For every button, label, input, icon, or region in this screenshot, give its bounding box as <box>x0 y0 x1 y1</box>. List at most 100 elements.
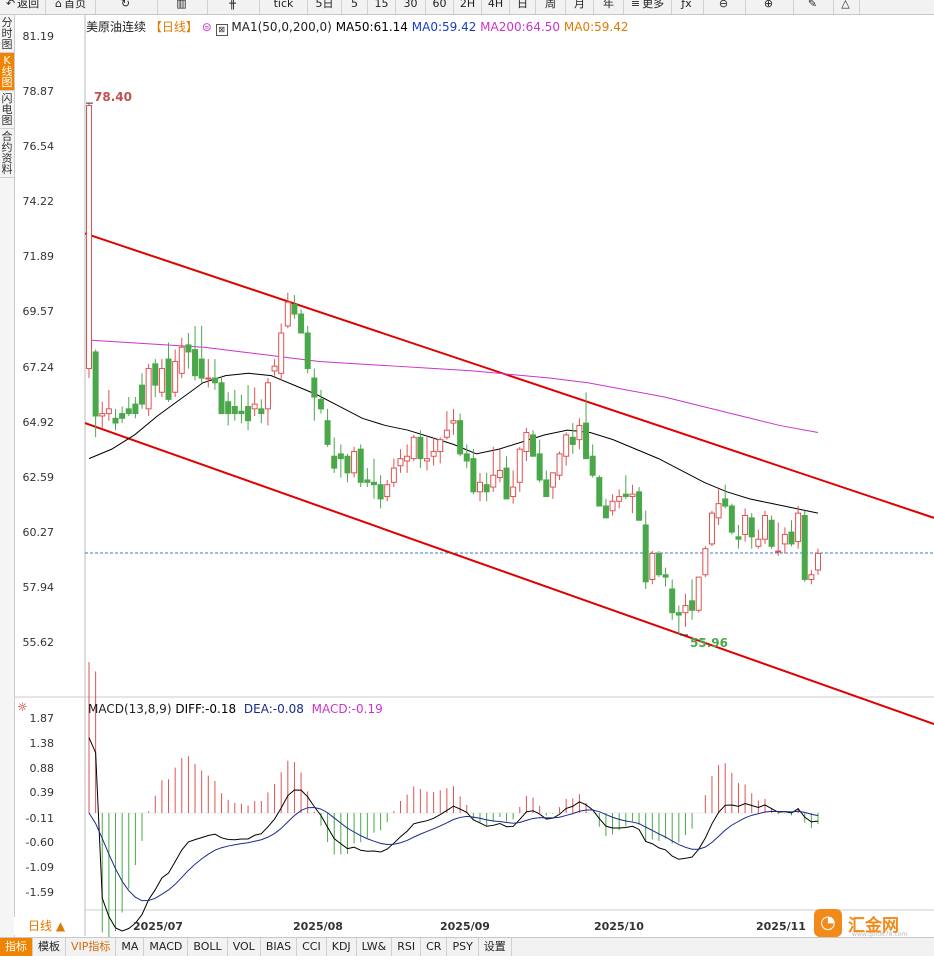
candle-body <box>788 531 795 545</box>
toolbar-item-triangle-icon[interactable]: △ <box>834 0 860 14</box>
indicator-tab[interactable]: RSI <box>392 938 422 956</box>
indicator-tab[interactable]: CR <box>421 938 448 956</box>
toolbar-item-pen-icon[interactable]: ✎ <box>794 0 834 14</box>
toolbar-item-返回[interactable]: ↶ 返回 <box>0 0 46 14</box>
indicator-tab[interactable]: LW& <box>357 938 393 956</box>
site-logo: ◔ 汇金网 <box>814 908 924 938</box>
ma-settings-icon[interactable]: ⊠ <box>215 24 228 36</box>
toolbar-item-60[interactable]: 60 <box>426 0 454 14</box>
toolbar-item-formula-icon[interactable]: ƒx <box>672 0 704 14</box>
candle-body <box>715 503 722 519</box>
indicator-tab[interactable]: KDJ <box>327 938 357 956</box>
toolbar: ↶ 返回 ⌂ 首页 ↻ ▥ ╫ tick 5日 5 15 30 60 2H 4H 日周月年 ≡ 更多 ƒx ⊖ ⊕ ✎ △ <box>0 0 934 15</box>
sidebar-item-2[interactable]: 闪 电 图 <box>0 92 14 129</box>
toolbar-item-zoom-out-icon[interactable]: ⊖ <box>704 0 746 14</box>
candle-body <box>708 512 715 545</box>
candle-body <box>801 514 808 580</box>
candle-body <box>145 368 152 410</box>
toolbar-item-首页[interactable]: ⌂ 首页 <box>46 0 96 14</box>
indicator-tab[interactable]: BOLL <box>188 938 228 956</box>
candle-body <box>496 469 503 479</box>
settings-icon[interactable]: ⊜ <box>201 20 212 34</box>
toolbar-item-15[interactable]: 15 <box>368 0 396 14</box>
indicator-tab[interactable]: 模板 <box>33 938 66 956</box>
candle-body <box>530 434 537 457</box>
ma0-orange-value: MA0:59.42 <box>563 20 629 34</box>
candle-body <box>728 505 735 533</box>
indicator-tab[interactable]: VOL <box>228 938 261 956</box>
indicator-tab[interactable]: CCI <box>297 938 327 956</box>
back-arrow-icon: ↶ <box>5 0 16 10</box>
ma200-line <box>88 339 819 434</box>
date-tick: 2025/09 <box>440 920 490 933</box>
toolbar-item-日[interactable]: 日 <box>510 0 536 14</box>
ma200-value: MA200:64.50 <box>480 20 561 34</box>
candle-body <box>185 344 192 353</box>
price-tick: 67.24 <box>22 360 55 374</box>
price-tick: 69.57 <box>22 305 55 319</box>
indicator-tab[interactable]: BIAS <box>261 938 298 956</box>
indicator-tab[interactable]: VIP指标 <box>66 938 117 956</box>
toolbar-item-更多[interactable]: ≡ 更多 <box>624 0 672 14</box>
candle-body <box>450 420 457 424</box>
candle-body <box>344 455 351 474</box>
candle-body <box>218 382 225 415</box>
instrument-name: 美原油连续 <box>86 20 147 34</box>
toolbar-item-zoom-in-icon[interactable]: ⊕ <box>746 0 794 14</box>
candle-body <box>510 486 517 498</box>
candle-body <box>125 408 132 415</box>
indicator-tab[interactable]: MACD <box>144 938 189 956</box>
indicator-tab[interactable]: PSY <box>447 938 479 956</box>
toolbar-item-5[interactable]: 5 <box>342 0 368 14</box>
candle-body <box>351 451 358 474</box>
candle-body <box>264 382 271 410</box>
candle-body <box>258 408 265 415</box>
toolbar-item-月[interactable]: 月 <box>566 0 594 14</box>
candle-body <box>563 434 570 457</box>
period-label: 【日线】 <box>149 20 198 34</box>
candle-body <box>682 605 689 614</box>
candle-body <box>742 514 749 535</box>
toolbar-item-candlestick-icon[interactable]: ╫ <box>208 0 260 14</box>
macd-diff-line <box>88 737 819 932</box>
candle-body <box>543 479 550 498</box>
toolbar-item-周[interactable]: 周 <box>536 0 566 14</box>
toolbar-item-tick[interactable]: tick <box>260 0 308 14</box>
toolbar-label: 月 <box>574 0 585 10</box>
toolbar-item-bar-chart-icon[interactable]: ▥ <box>158 0 208 14</box>
period-button[interactable]: 日线 ▲ <box>14 917 82 935</box>
candle-body <box>689 600 696 611</box>
candle-body <box>609 500 616 512</box>
candle-body <box>483 484 490 493</box>
sidebar-item-0[interactable]: 分 时 图 <box>0 16 14 53</box>
candle-body <box>238 410 245 415</box>
toolbar-item-4h[interactable]: 4H <box>482 0 510 14</box>
candle-body <box>616 496 623 502</box>
indicator-tab[interactable]: 指标 <box>0 938 33 956</box>
macd-tick: 1.38 <box>29 736 55 750</box>
candle-body <box>377 484 384 500</box>
candle-body <box>370 481 377 486</box>
toolbar-item-5日[interactable]: 5日 <box>308 0 342 14</box>
indicator-tab[interactable]: MA <box>116 938 145 956</box>
sidebar-item-1[interactable]: K 线 图 <box>0 53 14 91</box>
price-tick: 74.22 <box>22 195 55 209</box>
candle-body <box>198 358 205 379</box>
toolbar-item-2h[interactable]: 2H <box>454 0 482 14</box>
candle-body <box>702 548 709 576</box>
zoom-out-icon: ⊖ <box>718 0 729 10</box>
sidebar-item-3[interactable]: 合 约 资 料 <box>0 130 14 178</box>
toolbar-item-年[interactable]: 年 <box>594 0 624 14</box>
toolbar-item-30[interactable]: 30 <box>396 0 426 14</box>
candle-body <box>748 517 755 538</box>
toolbar-label: 5日 <box>315 0 334 10</box>
candle-body <box>470 458 477 493</box>
candle-body <box>556 453 563 476</box>
toolbar-label: 15 <box>374 0 389 10</box>
toolbar-item-refresh-icon[interactable]: ↻ <box>96 0 158 14</box>
macd-settings-icon[interactable]: ☼ <box>17 700 28 714</box>
macd-tick: -1.09 <box>25 860 54 874</box>
indicator-tab[interactable]: 设置 <box>479 938 512 956</box>
candle-body <box>457 420 464 455</box>
